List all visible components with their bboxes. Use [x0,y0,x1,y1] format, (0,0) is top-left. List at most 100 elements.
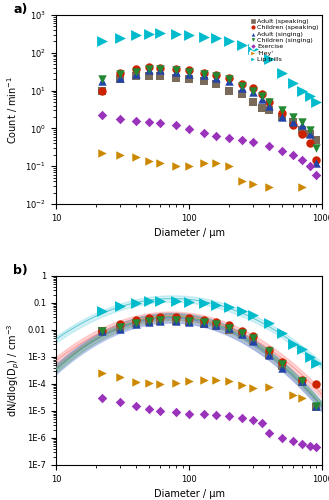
Point [250,384,255,392]
Point [267,98,272,106]
Point [134,320,139,328]
Point [146,405,152,413]
Point [134,32,139,40]
X-axis label: Diameter / μm: Diameter / μm [154,490,225,500]
Point [267,54,272,62]
Point [240,328,245,336]
Point [299,377,304,385]
Point [280,110,285,118]
Point [227,412,232,420]
Point [307,162,312,170]
Point [267,142,272,150]
Point [157,297,162,305]
Point [227,75,232,83]
Point [174,316,179,324]
Point [174,68,179,76]
Point [299,183,304,191]
Point [174,408,179,416]
Point [314,359,319,367]
Point [117,151,122,159]
Point [214,74,219,82]
Point [267,98,272,106]
Point [187,316,192,324]
Point [214,71,219,79]
Point [202,376,207,384]
Point [240,90,245,98]
Point [134,378,139,386]
Point [307,130,312,138]
Point [99,307,104,315]
Point [250,332,255,340]
Point [250,138,255,145]
Point [99,369,104,377]
Point [290,151,295,159]
Point [240,307,245,315]
Point [227,326,232,334]
Point [267,429,272,437]
Point [290,436,295,444]
Point [214,411,219,419]
Point [280,68,285,76]
Point [117,325,122,333]
Point [134,68,139,76]
Point [250,86,255,94]
Point [307,353,312,361]
Point [99,77,104,85]
Point [299,122,304,130]
Point [259,95,264,103]
Point [307,130,312,138]
Point [134,319,139,327]
Point [99,327,104,335]
Point [134,316,139,324]
Point [157,64,162,72]
Point [299,378,304,386]
Point [117,323,122,331]
Point [146,30,152,38]
Point [134,116,139,124]
Point [117,373,122,381]
Point [117,324,122,332]
Point [280,434,285,442]
Point [99,86,104,94]
Point [99,394,104,402]
Point [314,144,319,152]
Point [99,112,104,120]
Point [146,64,152,72]
Point [299,394,304,402]
Point [240,82,245,90]
Point [134,152,139,160]
Point [280,328,285,336]
Point [250,88,255,96]
Point [157,380,162,388]
Point [280,360,285,368]
Point [227,303,232,311]
Point [187,314,192,322]
Point [134,402,139,410]
Text: b): b) [13,264,28,277]
Point [290,118,295,126]
Point [202,68,207,76]
Point [267,106,272,114]
Point [174,30,179,38]
Point [117,70,122,78]
Point [174,122,179,130]
Point [299,126,304,134]
Point [187,75,192,83]
Point [250,84,255,92]
Point [134,319,139,327]
Y-axis label: Count / min$^{-1}$: Count / min$^{-1}$ [5,76,20,144]
Point [146,66,152,74]
Point [240,414,245,422]
Point [157,72,162,80]
Point [214,160,219,168]
Point [202,77,207,85]
Point [117,115,122,123]
Point [314,380,319,388]
Point [202,129,207,137]
Point [117,68,122,76]
Point [214,321,219,329]
Point [174,316,179,324]
Point [227,74,232,82]
Point [99,75,104,83]
Point [202,71,207,79]
